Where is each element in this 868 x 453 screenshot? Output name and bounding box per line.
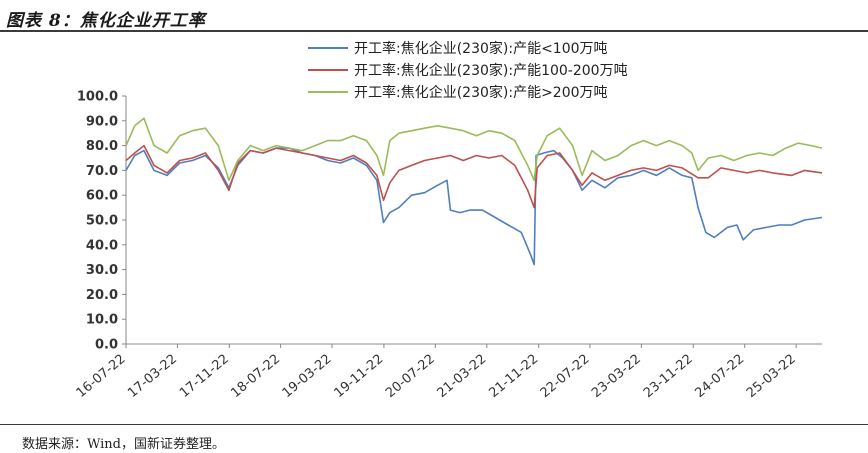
x-tick-label: 21-03-22 <box>435 352 490 401</box>
series-line-1 <box>125 147 823 266</box>
y-tick-label: 20.0 <box>86 288 118 303</box>
x-tick-label: 19-11-22 <box>332 352 387 401</box>
series-line-2 <box>125 144 823 209</box>
x-tick-label: 22-07-22 <box>538 352 593 401</box>
figure-title: 图表 8：焦化企业开工率 <box>6 11 206 31</box>
legend-label-2: 开工率:焦化企业(230家):产能100-200万吨 <box>354 62 628 79</box>
x-tick-label: 24-07-22 <box>692 352 747 401</box>
y-tick-label: 10.0 <box>86 313 118 328</box>
x-tick-label: 18-07-22 <box>228 352 283 401</box>
source-note: 数据来源：Wind，国新证券整理。 <box>22 437 225 452</box>
y-tick-label: 90.0 <box>86 114 118 129</box>
y-tick-label: 80.0 <box>86 139 118 154</box>
x-tick-label: 17-03-22 <box>125 352 180 401</box>
x-tick-label: 17-11-22 <box>177 352 232 401</box>
x-tick-label: 21-11-22 <box>486 352 541 401</box>
top-divider <box>0 30 868 32</box>
legend-label-1: 开工率:焦化企业(230家):产能<100万吨 <box>354 40 608 57</box>
x-tick-label: 19-03-22 <box>280 352 335 401</box>
bottom-divider <box>0 424 868 425</box>
chart-legend: 开工率:焦化企业(230家):产能<100万吨开工率:焦化企业(230家):产能… <box>308 40 628 101</box>
x-tick-label: 16-07-22 <box>74 352 129 401</box>
chart-series <box>125 117 823 266</box>
y-tick-label: 40.0 <box>86 238 118 253</box>
line-chart: 开工率:焦化企业(230家):产能<100万吨开工率:焦化企业(230家):产能… <box>74 40 823 401</box>
y-tick-label: 60.0 <box>86 189 118 204</box>
x-tick-label: 25-03-22 <box>744 352 799 401</box>
y-tick-label: 50.0 <box>86 214 118 229</box>
x-tick-label: 23-11-22 <box>641 352 696 401</box>
legend-label-3: 开工率:焦化企业(230家):产能>200万吨 <box>354 84 608 101</box>
y-tick-label: 0.0 <box>95 338 118 353</box>
series-line-3 <box>125 117 823 182</box>
y-tick-label: 100.0 <box>77 90 118 105</box>
x-tick-label: 23-03-22 <box>589 352 644 401</box>
chart-axes: 100.0 90.0 80.0 70.0 60.0 50.0 40.0 30.0 20.0 10.… <box>74 90 822 401</box>
y-tick-label: 70.0 <box>86 164 118 179</box>
y-tick-label: 30.0 <box>86 263 118 278</box>
x-tick-label: 20-07-22 <box>383 352 438 401</box>
